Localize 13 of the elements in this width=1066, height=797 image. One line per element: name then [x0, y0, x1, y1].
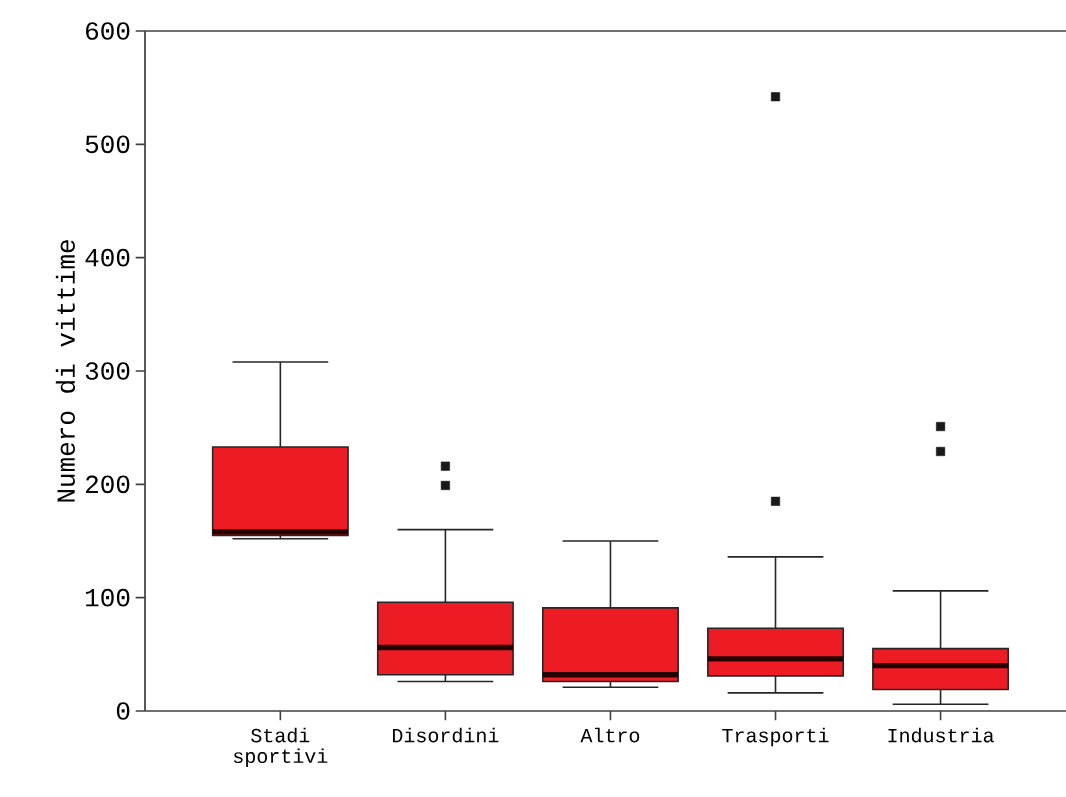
x-tick-label: Trasporti — [722, 727, 829, 747]
x-tick-label: Industria — [888, 727, 994, 743]
y-tick-label: 300 — [85, 362, 130, 380]
y-tick-label: 500 — [85, 135, 130, 154]
y-tick-label: 600 — [86, 22, 130, 40]
y-axis-title: Numero di vittime — [55, 240, 75, 502]
y-tick-label: 400 — [85, 248, 130, 267]
x-tick-label: Stadi sportivi — [233, 727, 328, 768]
x-tick-label: Disordini — [392, 727, 499, 743]
y-tick-label: 100 — [86, 588, 130, 607]
y-tick-label: 200 — [85, 475, 130, 494]
y-tick-label: 0 — [116, 702, 130, 720]
x-tick-label: Altro — [580, 727, 640, 743]
